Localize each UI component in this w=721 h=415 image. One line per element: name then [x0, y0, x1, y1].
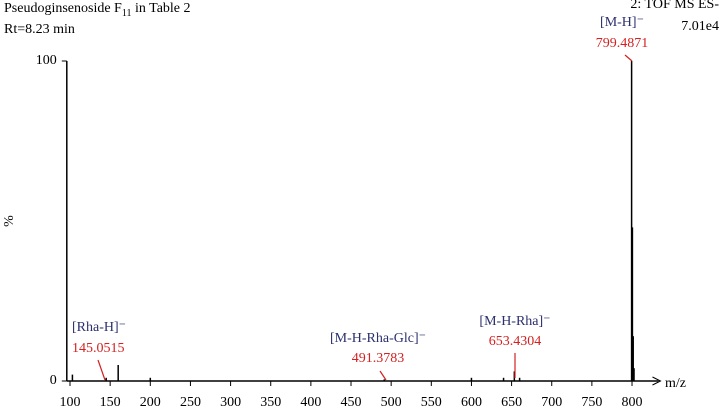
title-suffix: in Table 2: [131, 1, 190, 16]
x-tick-label: 350: [260, 395, 281, 410]
instrument: 2: TOF MS ES-: [630, 0, 719, 12]
intensity: 7.01e4: [681, 19, 719, 34]
x-tick-label: 650: [501, 395, 522, 410]
x-tick-label: 750: [581, 395, 602, 410]
mz-label: 491.3783: [352, 351, 405, 366]
mz-label: 799.4871: [596, 36, 649, 51]
y-axis-label: %: [2, 215, 17, 227]
x-tick-label: 700: [541, 395, 562, 410]
x-tick-label: 150: [100, 395, 121, 410]
x-tick-label: 550: [421, 395, 442, 410]
ion-label: [M-H-Rha]⁻: [479, 314, 550, 329]
annotation-arrow: [624, 54, 633, 62]
annotation-arrow: [379, 370, 387, 381]
x-tick-label: 300: [220, 395, 241, 410]
ion-label: [M-H]⁻: [600, 15, 644, 30]
x-tick-label: 600: [461, 395, 482, 410]
title-subscript: 11: [122, 8, 132, 19]
ion-label: [Rha-H]⁻: [72, 320, 126, 335]
x-tick-label: 200: [140, 395, 161, 410]
x-tick-label: 100: [60, 395, 81, 410]
y-tick-label: 100: [36, 53, 57, 68]
y-tick-label: 0: [50, 373, 57, 388]
chart-title: Pseudoginsenoside F11 in Table 2: [4, 1, 191, 19]
x-axis-arrow: [652, 376, 662, 386]
x-tick-label: 800: [622, 395, 643, 410]
mz-label: 145.0515: [72, 341, 125, 356]
annotation-arrow: [97, 359, 106, 381]
x-tick-label: 500: [381, 395, 402, 410]
x-tick-label: 450: [341, 395, 362, 410]
ion-label: [M-H-Rha-Glc]⁻: [330, 331, 426, 346]
subtitle: Rt=8.23 min: [4, 22, 75, 37]
title-text: Pseudoginsenoside F: [4, 1, 122, 16]
x-axis-label: m/z: [665, 376, 686, 391]
mz-label: 653.4304: [489, 334, 542, 349]
x-tick-label: 250: [180, 395, 201, 410]
x-tick-label: 400: [300, 395, 321, 410]
